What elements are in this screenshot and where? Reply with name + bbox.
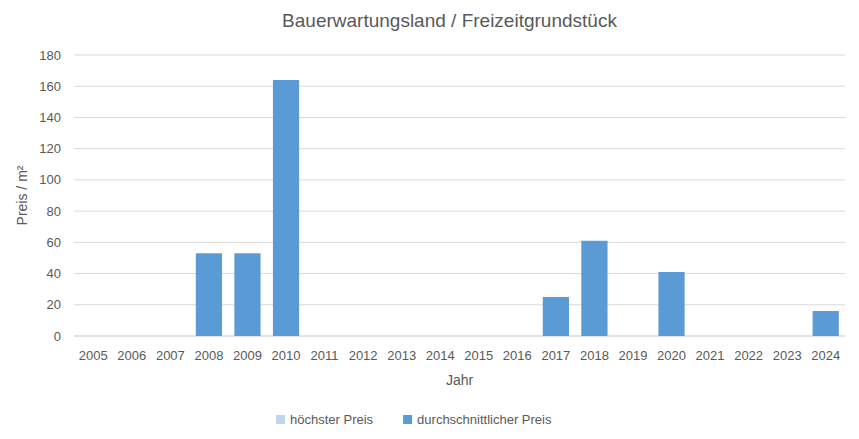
bar xyxy=(234,253,260,336)
bar xyxy=(543,297,569,336)
y-tick-label: 20 xyxy=(47,297,61,312)
x-tick-label: 2017 xyxy=(541,348,570,363)
grid-line xyxy=(74,211,845,212)
x-tick-label: 2023 xyxy=(773,348,802,363)
grid-line xyxy=(74,86,845,87)
x-tick-label: 2007 xyxy=(156,348,185,363)
y-tick-label: 160 xyxy=(39,79,61,94)
x-tick-label: 2006 xyxy=(117,348,146,363)
chart: Bauerwartungsland / Freizeitgrundstück 0 2… xyxy=(0,0,859,439)
grid-line xyxy=(74,336,845,337)
x-tick-label: 2010 xyxy=(272,348,301,363)
title: Bauerwartungsland / Freizeitgrundstück xyxy=(282,10,617,31)
x-tick-label: 2011 xyxy=(311,348,339,363)
x-tick-label: 2019 xyxy=(619,348,648,363)
legend-label: durchschnittlicher Preis xyxy=(417,412,552,427)
grid-line xyxy=(74,242,845,243)
grid-line xyxy=(74,148,845,149)
bar xyxy=(658,272,684,336)
x-axis-line xyxy=(74,336,845,337)
grid-line xyxy=(74,304,845,305)
x-tick-label: 2021 xyxy=(696,348,725,363)
y-axis-title: Preis / m² xyxy=(14,165,30,225)
x-tick-label: 2005 xyxy=(79,348,108,363)
bar xyxy=(581,241,607,336)
x-tick-label: 2013 xyxy=(387,348,416,363)
x-tick-label: 2020 xyxy=(657,348,686,363)
bar xyxy=(813,311,839,336)
y-tick-label: 60 xyxy=(47,235,61,250)
grid-line xyxy=(74,273,845,274)
y-tick-label: 40 xyxy=(47,266,61,281)
bar xyxy=(196,253,222,336)
y-tick-label: 0 xyxy=(54,329,61,344)
legend: höchster Preis durchschnittlicher Preis xyxy=(276,412,552,427)
x-tick-label: 2018 xyxy=(580,348,609,363)
y-tick-label: 140 xyxy=(39,110,61,125)
x-tick-label: 2008 xyxy=(194,348,223,363)
x-tick-label: 2022 xyxy=(734,348,763,363)
bar xyxy=(273,80,299,336)
x-tick-label: 2015 xyxy=(464,348,493,363)
legend-swatch xyxy=(276,415,285,424)
x-tick-label: 2024 xyxy=(811,348,840,363)
x-tick-label: 2014 xyxy=(426,348,455,363)
y-tick-label: 120 xyxy=(39,141,61,156)
x-tick-label: 2009 xyxy=(233,348,262,363)
grid-line xyxy=(74,179,845,180)
x-axis-title: Jahr xyxy=(446,372,474,388)
y-tick-label: 100 xyxy=(39,172,61,187)
y-tick-label: 180 xyxy=(39,48,61,63)
bars xyxy=(196,80,839,336)
y-tick-label: 80 xyxy=(47,204,61,219)
legend-swatch xyxy=(403,415,412,424)
grid-line xyxy=(74,117,845,118)
x-tick-label: 2016 xyxy=(503,348,532,363)
grid-line xyxy=(74,55,845,56)
legend-label: höchster Preis xyxy=(290,412,374,427)
x-tick-label: 2012 xyxy=(349,348,378,363)
